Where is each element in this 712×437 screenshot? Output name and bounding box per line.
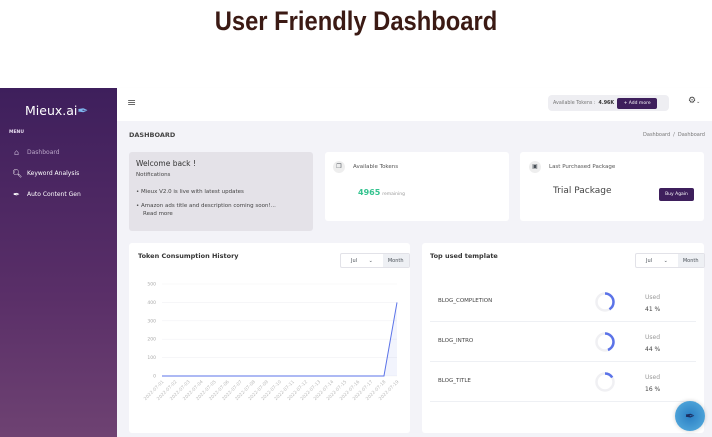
available-tokens-card: ❐ Available Tokens 4965 remaining	[325, 152, 509, 221]
usage-ring	[595, 372, 615, 392]
page-banner-title: User Friendly Dashboard	[214, 6, 498, 36]
template-row: BLOG_COMPLETION Used 41 %	[430, 282, 696, 322]
usage-percent: 44 %	[645, 346, 661, 353]
welcome-card: Welcome back ! Notifications • Mieux V2.…	[129, 152, 313, 231]
welcome-title: Welcome back !	[136, 159, 196, 168]
y-tick-label: 100	[147, 355, 156, 361]
sidebar: Mieux.ai✒ MENU ⌂ Dashboard 🔍︎ Keyword Anal…	[0, 88, 117, 437]
main-content: DASHBOARD Dashboard / Dashboard Welcome ba…	[117, 121, 712, 437]
sidebar-item-auto-content-gen[interactable]: ✒ Auto Content Gen	[13, 190, 81, 199]
tokens-pill: Available Tokens : 4.96K + Add more	[548, 95, 669, 111]
feather-icon: ✒	[13, 190, 20, 199]
usage-ring	[595, 292, 615, 312]
read-more-link[interactable]: Read more	[143, 211, 173, 217]
chevron-down-icon: ⌄	[663, 257, 668, 264]
breadcrumb: Dashboard / Dashboard	[643, 132, 705, 138]
tokens-value: 4965	[358, 188, 381, 197]
sidebar-item-keyword-analysis[interactable]: 🔍︎ Keyword Analysis	[12, 169, 80, 178]
y-tick-label: 200	[147, 337, 156, 343]
topbar: ≡ Available Tokens : 4.96K + Add more ⚙⌄	[117, 88, 712, 121]
calendar-icon: ▣	[529, 161, 541, 173]
tokens-icon: ❐	[333, 161, 345, 173]
top-templates-card: Top used template Jul ⌄ Month BLOG_COMPL…	[422, 243, 705, 433]
ring-progress	[595, 332, 615, 352]
notification-item: • Amazon ads title and description comin…	[136, 203, 276, 209]
quill-icon: ✒	[77, 104, 89, 119]
chevron-down-icon: ⌄	[368, 257, 373, 264]
month-dropdown[interactable]: Jul ⌄	[341, 254, 383, 267]
chat-assistant-button[interactable]: ✒	[675, 401, 705, 431]
ring-progress	[595, 292, 615, 312]
y-tick-label: 0	[153, 374, 156, 380]
buy-again-button[interactable]: Buy Again	[659, 188, 694, 201]
month-button[interactable]: Month	[677, 254, 704, 267]
template-name: BLOG_INTRO	[438, 338, 474, 344]
logo[interactable]: Mieux.ai✒	[25, 103, 89, 119]
add-more-button[interactable]: + Add more	[617, 97, 658, 109]
breadcrumb-link[interactable]: Dashboard	[643, 132, 671, 138]
menu-label: MENU	[9, 130, 24, 135]
home-icon: ⌂	[13, 148, 20, 157]
template-name: BLOG_TITLE	[438, 378, 471, 384]
y-tick-label: 400	[147, 300, 156, 306]
last-package-card: ▣ Last Purchased Package Trial Package B…	[520, 152, 704, 221]
token-consumption-card: Token Consumption History Jul ⌄ Month 0 1…	[129, 243, 410, 433]
chart-title: Token Consumption History	[138, 252, 239, 260]
search-icon: 🔍︎	[12, 169, 23, 178]
hamburger-menu-icon[interactable]: ≡	[127, 96, 137, 109]
page-heading: DASHBOARD	[129, 131, 176, 139]
period-selector: Jul ⌄ Month	[340, 253, 410, 268]
month-button[interactable]: Month	[382, 254, 409, 267]
usage-percent: 16 %	[645, 386, 661, 393]
package-name: Trial Package	[553, 186, 612, 196]
usage-ring	[595, 332, 615, 352]
month-dropdown[interactable]: Jul ⌄	[636, 254, 678, 267]
template-row: BLOG_INTRO Used 44 %	[430, 322, 696, 362]
template-name: BLOG_COMPLETION	[438, 298, 493, 304]
line-chart: 01002003004005002022-07-012022-07-022022…	[143, 282, 401, 402]
usage-percent: 41 %	[645, 306, 661, 313]
settings-gear-icon[interactable]: ⚙⌄	[688, 96, 701, 106]
template-row: BLOG_TITLE Used 16 %	[430, 362, 696, 402]
ring-progress	[595, 372, 615, 392]
y-tick-label: 500	[147, 282, 156, 288]
period-selector: Jul ⌄ Month	[635, 253, 705, 268]
sidebar-item-dashboard[interactable]: ⌂ Dashboard	[13, 148, 60, 157]
y-tick-label: 300	[147, 318, 156, 324]
notification-item: • Mieux V2.0 is live with latest updates	[136, 189, 244, 195]
